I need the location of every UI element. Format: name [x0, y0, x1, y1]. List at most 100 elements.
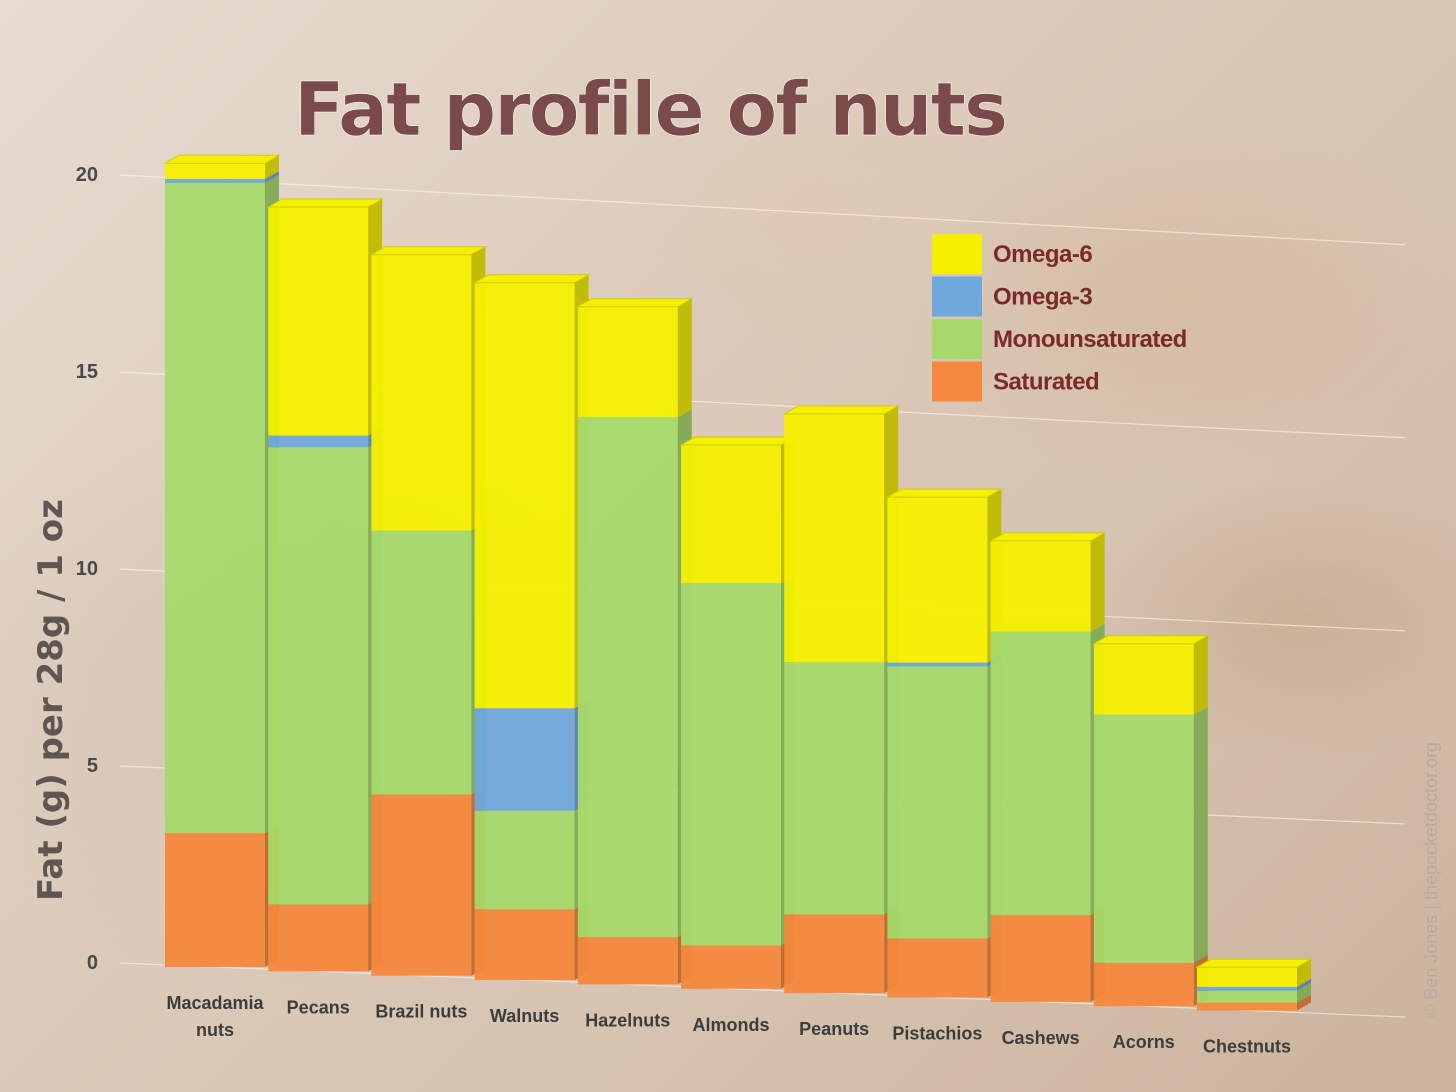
legend-swatch-saturated [932, 361, 982, 402]
bar-chestnuts-saturated [1197, 1002, 1297, 1011]
bar-pecans-saturated [268, 904, 369, 972]
x-axis-categories: Macadamia nuts Pecans Brazil nuts Walnuts Haz… [166, 993, 1291, 1057]
x-tick-label-macadamia-nuts: Macadamia [166, 993, 264, 1013]
bar-acorns-monounsaturated-side [1193, 706, 1208, 963]
bar-acorns-saturated [1093, 962, 1194, 1007]
bar-macadamia-nuts-omega-3 [165, 179, 265, 183]
bar-pecans-omega-6 [268, 207, 369, 436]
bar-pistachios-omega-3 [887, 662, 988, 667]
bar-almonds-omega-6 [681, 445, 781, 583]
bar-walnuts-top [472, 274, 591, 284]
x-tick-label-brazil-nuts: Brazil nuts [375, 1002, 467, 1022]
y-axis-label: Fat (g) per 28g / 1 oz [31, 499, 71, 901]
bar-chestnuts-omega-6 [1197, 967, 1297, 987]
bar-pistachios-top [885, 488, 1004, 498]
bar-peanuts-saturated [784, 914, 885, 994]
bar-hazelnuts-omega-6-side [677, 298, 692, 418]
bar-group-pistachios [885, 488, 1004, 998]
gridline [119, 962, 1406, 1018]
bar-cashews-omega-6 [990, 540, 1091, 632]
x-tick-label-almonds: Almonds [692, 1015, 769, 1035]
gridline [119, 174, 1406, 246]
bar-group-chestnuts [1195, 958, 1313, 1011]
bar-cashews-omega-6-side [1090, 532, 1105, 632]
bar-acorns-omega-6-side [1193, 635, 1208, 715]
legend-label-omega-6: Omega-6 [993, 241, 1092, 268]
x-tick-label-cashews: Cashews [1002, 1028, 1080, 1048]
bar-chestnuts-omega-3-side [1297, 978, 1311, 991]
bar-chestnuts-monounsaturated-side [1297, 982, 1311, 1003]
bar-group-peanuts [782, 405, 901, 994]
bar-hazelnuts-monounsaturated [577, 417, 678, 938]
bar-almonds-saturated [681, 945, 781, 989]
bar-chestnuts-top [1195, 958, 1313, 968]
bar-cashews-monounsaturated [990, 631, 1091, 916]
bar-walnuts-omega-6 [474, 282, 575, 709]
bar-brazil-nuts-top [369, 246, 488, 256]
legend-label-saturated: Saturated [993, 369, 1099, 396]
bar-peanuts-omega-6 [784, 413, 885, 663]
y-tick-label: 0 [87, 952, 98, 974]
bar-walnuts-saturated [474, 909, 575, 981]
bar-brazil-nuts-monounsaturated [371, 530, 472, 795]
bar-walnuts-omega-3 [474, 708, 575, 811]
bar-macadamia-nuts-omega-6 [165, 163, 265, 180]
bar-brazil-nuts-omega-6 [371, 254, 472, 531]
bar-hazelnuts-omega-6 [577, 306, 678, 418]
bar-group-brazil-nuts [369, 246, 488, 976]
bar-group-acorns [1091, 635, 1210, 1007]
chart-title: Fat profile of nuts [294, 67, 1006, 153]
bar-chestnuts-omega-6-side [1297, 959, 1311, 987]
bar-macadamia-nuts-saturated [165, 833, 265, 968]
bar-macadamia-nuts-monounsaturated [165, 182, 265, 834]
y-tick-label: 10 [76, 558, 98, 580]
bar-pistachios-saturated [887, 938, 988, 998]
bar-macadamia-nuts-omega-3-side [265, 171, 279, 183]
bar-group-pecans [266, 198, 385, 972]
bar-group-macadamia-nuts [163, 154, 281, 968]
y-tick-label: 20 [76, 164, 98, 186]
x-tick-label-peanuts: Peanuts [799, 1019, 869, 1039]
bar-acorns-top [1091, 635, 1210, 645]
bar-hazelnuts-top [575, 298, 694, 308]
y-tick-label: 5 [87, 755, 98, 777]
bar-almonds-monounsaturated [681, 582, 781, 946]
bar-walnuts-monounsaturated [474, 810, 575, 910]
x-tick-label-hazelnuts: Hazelnuts [585, 1010, 670, 1030]
x-tick-label-pecans: Pecans [287, 997, 350, 1017]
x-tick-label-acorns: Acorns [1113, 1032, 1175, 1052]
x-tick-label-chestnuts: Chestnuts [1203, 1037, 1291, 1057]
bar-group-walnuts [472, 274, 591, 981]
bar-group-cashews [988, 532, 1107, 1002]
bar-chestnuts-omega-3 [1197, 986, 1297, 991]
bar-pecans-top [266, 198, 385, 208]
bar-pecans-monounsaturated [268, 447, 369, 905]
bar-cashews-saturated [990, 915, 1091, 1002]
bar-group-almonds [679, 436, 797, 989]
legend-label-monounsaturated: Monounsaturated [993, 326, 1187, 353]
bar-group-hazelnuts [575, 298, 694, 985]
credit-text: © Ben Jones | thepocketdoctor.org [1421, 742, 1441, 1018]
legend-swatch-omega-3 [932, 276, 982, 317]
bar-pecans-omega-3 [268, 435, 369, 448]
bar-almonds-top [679, 436, 797, 446]
bars [163, 154, 1313, 1011]
bar-acorns-omega-6 [1093, 643, 1194, 715]
legend-swatch-omega-6 [932, 234, 982, 274]
y-tick-label: 15 [76, 361, 98, 383]
bar-hazelnuts-saturated [577, 937, 678, 985]
x-tick-label-macadamia-nuts: nuts [196, 1020, 234, 1040]
legend-label-omega-3: Omega-3 [993, 284, 1092, 311]
bar-chestnuts-saturated-side [1297, 994, 1311, 1011]
bar-cashews-top [988, 532, 1107, 542]
bar-acorns-monounsaturated [1093, 714, 1194, 963]
bar-macadamia-nuts-omega-6-side [265, 155, 279, 180]
x-tick-label-walnuts: Walnuts [490, 1006, 559, 1026]
bar-pistachios-monounsaturated [887, 666, 988, 939]
bar-chestnuts-monounsaturated [1197, 990, 1297, 1003]
bar-peanuts-top [782, 405, 901, 415]
legend-swatch-monounsaturated [932, 319, 982, 359]
y-axis-ticks: 0 5 10 15 20 [76, 164, 98, 974]
